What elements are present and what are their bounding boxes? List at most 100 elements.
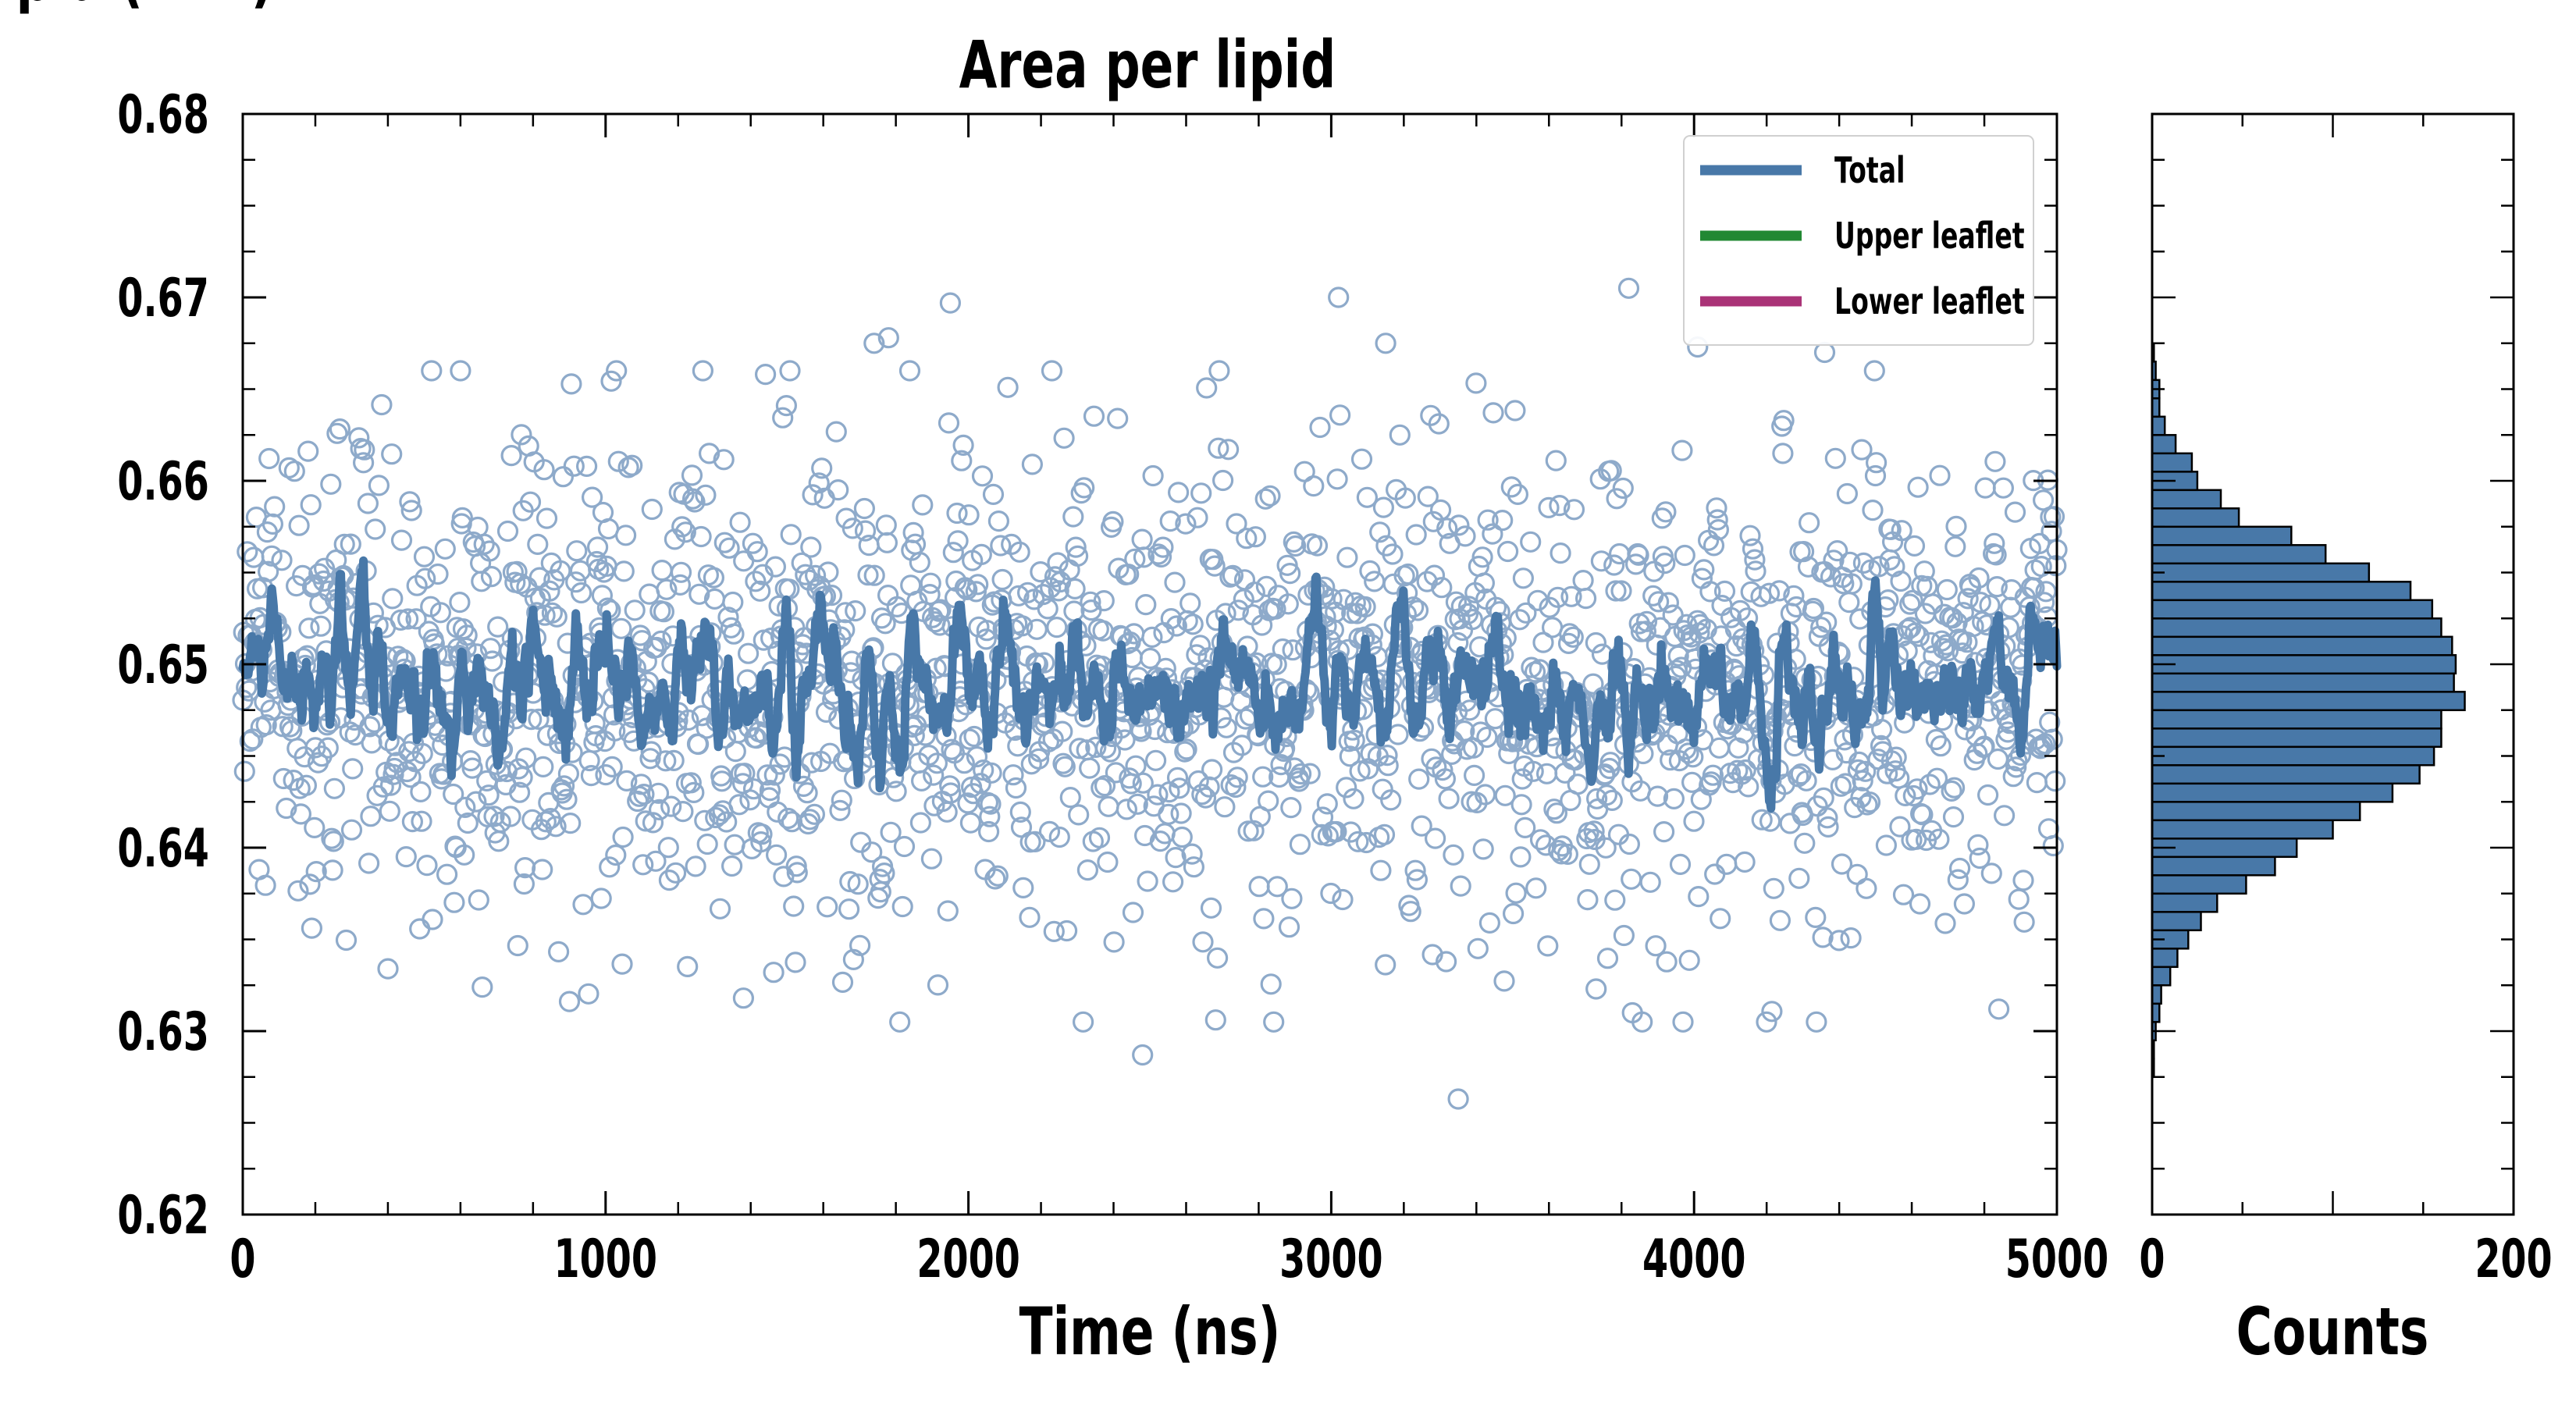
- scatter-point: [1098, 795, 1119, 817]
- scatter-point: [1693, 559, 1715, 581]
- scatter-point: [1406, 869, 1429, 891]
- scatter-point: [808, 472, 830, 494]
- scatter-point: [301, 917, 322, 939]
- scatter-point: [1604, 889, 1626, 911]
- y-tick-label: 0.66: [117, 450, 208, 512]
- scatter-point: [1512, 567, 1535, 589]
- scatter-point: [938, 412, 960, 434]
- scatter-point: [1549, 494, 1571, 517]
- scatter-point: [1909, 893, 1931, 915]
- scatter-point: [773, 866, 795, 887]
- scatter-point: [1672, 1011, 1694, 1033]
- scatter-point: [1856, 794, 1878, 816]
- scatter-point: [451, 507, 473, 529]
- scatter-point: [1706, 509, 1728, 531]
- scatter-point: [724, 740, 746, 763]
- scatter-point: [692, 360, 714, 382]
- scatter-point: [547, 941, 570, 963]
- scatter-point: [411, 742, 433, 765]
- scatter-point: [611, 953, 633, 975]
- scatter-point: [1066, 545, 1089, 567]
- scatter-point: [1504, 400, 1526, 422]
- scatter-point: [443, 783, 464, 806]
- scatter-point: [954, 577, 977, 599]
- histogram-panel: 0 200 Counts: [2139, 112, 2553, 1370]
- scatter-point: [471, 976, 493, 998]
- scatter-point: [980, 762, 1002, 784]
- scatter-point: [1574, 587, 1597, 610]
- scatter-point: [1280, 796, 1302, 819]
- scatter-point: [736, 669, 759, 691]
- histogram-bar: [2151, 654, 2457, 675]
- histogram-bar: [2151, 489, 2222, 510]
- scatter-point: [605, 844, 627, 866]
- scatter-point: [1438, 788, 1460, 809]
- scatter-point: [1394, 487, 1416, 509]
- scatter-point: [1527, 589, 1549, 611]
- scatter-point: [616, 770, 638, 792]
- scatter-point: [1253, 908, 1275, 930]
- scatter-point: [1062, 506, 1084, 528]
- scatter-point: [528, 708, 550, 731]
- scatter-point: [1102, 510, 1124, 533]
- scatter-point: [1038, 820, 1061, 843]
- scatter-point: [507, 934, 528, 957]
- scatter-point: [1868, 556, 1890, 578]
- scatter-point: [799, 809, 821, 831]
- scatter-point: [1187, 507, 1208, 528]
- scatter-point: [1133, 546, 1155, 568]
- scatter-point: [513, 873, 535, 895]
- scatter-point: [1507, 483, 1529, 506]
- scatter-point: [723, 623, 745, 645]
- scatter-point: [390, 609, 411, 631]
- scatter-point: [1105, 762, 1127, 784]
- scatter-point: [1179, 592, 1201, 614]
- scatter-point: [861, 841, 883, 863]
- scatter-point: [1794, 832, 1816, 854]
- scatter-point: [320, 473, 342, 495]
- scatter-point: [802, 484, 824, 506]
- scatter-point: [1688, 885, 1710, 908]
- scatter-point: [1080, 591, 1101, 613]
- scatter-point: [841, 518, 863, 539]
- scatter-point: [1713, 580, 1736, 603]
- scatter-point: [1532, 631, 1554, 653]
- scatter-point: [382, 588, 404, 610]
- scatter-point: [1165, 615, 1187, 637]
- scatter-point: [471, 571, 493, 592]
- scatter-point: [1225, 776, 1247, 799]
- scatter-point: [696, 833, 718, 855]
- scatter-point: [681, 464, 703, 486]
- scatter-point: [690, 525, 712, 548]
- scatter-point: [1840, 927, 1862, 949]
- scatter-point: [1450, 596, 1472, 617]
- scatter-point: [1165, 846, 1187, 869]
- scatter-point: [1054, 756, 1076, 777]
- scatter-point: [1936, 578, 1958, 601]
- scatter-point: [1012, 877, 1034, 899]
- y-tick-label: 0.63: [117, 1001, 208, 1062]
- scatter-point: [1137, 870, 1158, 892]
- scatter-point: [1942, 806, 1965, 828]
- scatter-point: [902, 521, 924, 544]
- scatter-point: [1290, 763, 1312, 785]
- scatter-point: [1742, 538, 1764, 560]
- scatter-point: [1596, 948, 1619, 969]
- scatter-point: [1550, 843, 1572, 865]
- scatter-point: [1793, 540, 1815, 563]
- scatter-point: [970, 543, 992, 566]
- scatter-point: [1435, 951, 1457, 973]
- scatter-point: [1761, 1001, 1783, 1023]
- scatter-point: [1596, 784, 1617, 806]
- scatter-point: [937, 900, 959, 922]
- scatter-point: [288, 514, 310, 536]
- scatter-point: [377, 958, 399, 980]
- scatter-point: [286, 574, 308, 597]
- scatter-point: [354, 439, 375, 461]
- scatter-point: [601, 756, 623, 778]
- scatter-point: [1612, 477, 1634, 500]
- scatter-point: [1474, 784, 1496, 806]
- scatter-point: [468, 889, 489, 911]
- scatter-point: [580, 764, 603, 787]
- histogram-bar: [2151, 691, 2466, 712]
